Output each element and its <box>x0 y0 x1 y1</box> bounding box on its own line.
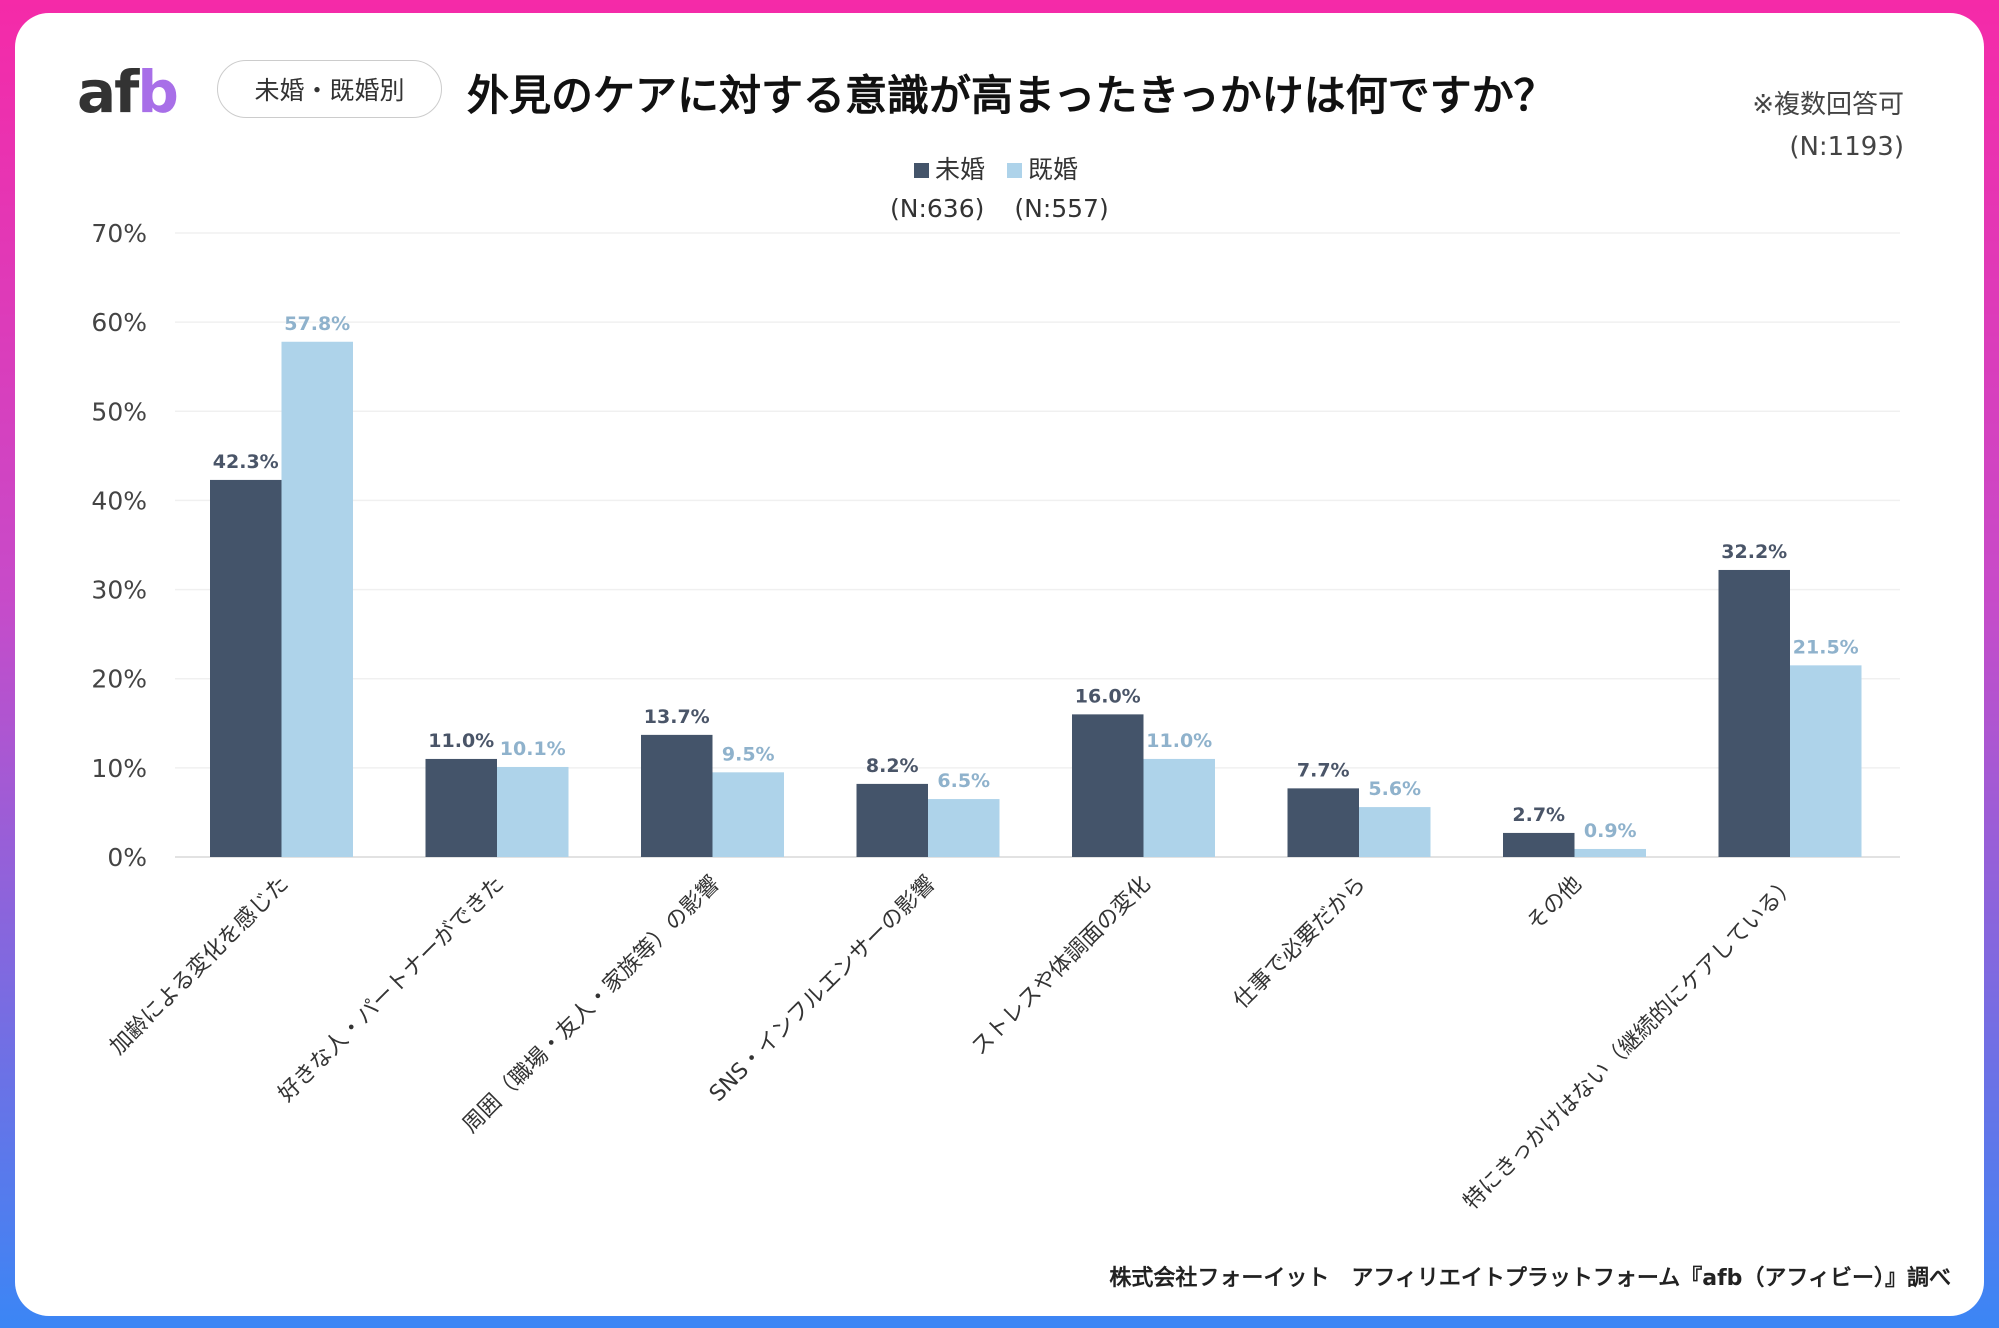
bar <box>1718 569 1790 857</box>
source-credit: 株式会社フォーイット アフィリエイトプラットフォーム『afb（アフィビー）』調べ <box>1109 1266 1951 1291</box>
x-category-label: 加齢による変化を感じた <box>105 872 293 1060</box>
x-category-label: 特にきっかけはない（継続的にケアしている） <box>1459 872 1802 1215</box>
data-label: 13.7% <box>644 706 710 728</box>
y-tick-label: 10% <box>91 754 147 783</box>
bar <box>1143 758 1215 857</box>
y-tick-label: 30% <box>91 576 147 605</box>
data-label: 0.9% <box>1584 820 1637 842</box>
multi-answer-note: ※複数回答可 <box>1752 90 1904 120</box>
x-category-label: 仕事で必要だから <box>1229 872 1371 1014</box>
data-label: 11.0% <box>428 730 494 752</box>
y-tick-label: 70% <box>91 219 147 248</box>
bar <box>1072 714 1144 857</box>
x-category-label: ストレスや体調面の変化 <box>967 872 1156 1061</box>
chart-title: 外見のケアに対する意識が高まったきっかけは何ですか？ <box>467 71 1556 120</box>
bar <box>210 479 282 857</box>
legend-swatch <box>914 163 929 178</box>
x-category-label: その他 <box>1522 872 1586 936</box>
x-category-label: SNS・インフルエンサーの影響 <box>705 872 940 1107</box>
bar <box>497 766 569 857</box>
data-label: 9.5% <box>722 743 775 765</box>
bar <box>1574 848 1646 857</box>
data-label: 32.2% <box>1721 541 1787 563</box>
note: ※複数回答可 (N:1193) <box>1752 84 1904 168</box>
data-label: 10.1% <box>500 738 566 760</box>
data-label: 11.0% <box>1146 730 1212 752</box>
data-label: 7.7% <box>1297 759 1350 781</box>
y-tick-label: 40% <box>91 486 147 515</box>
legend-label: 既婚 <box>1028 155 1079 184</box>
y-tick-label: 60% <box>91 308 147 337</box>
data-label: 8.2% <box>866 755 919 777</box>
legend-n-married: (N:557) <box>1014 194 1109 223</box>
total-n: (N:1193) <box>1789 132 1904 162</box>
segment-badge: 未婚・既婚別 <box>217 60 442 118</box>
y-tick-label: 50% <box>91 397 147 426</box>
data-label: 5.6% <box>1368 778 1421 800</box>
bar <box>281 341 353 857</box>
data-label: 16.0% <box>1075 685 1141 707</box>
bar <box>1359 807 1431 857</box>
data-label: 57.8% <box>284 313 350 335</box>
legend-n-unmarried: (N:636) <box>890 194 985 223</box>
bar <box>856 783 928 857</box>
afb-logo: afb <box>77 58 179 126</box>
bar <box>712 772 784 857</box>
y-tick-label: 20% <box>91 665 147 694</box>
bar <box>928 799 1000 857</box>
bar <box>1503 832 1575 857</box>
bar <box>1790 665 1862 857</box>
x-category-label: 好きな人・パートナーができた <box>274 872 509 1107</box>
bar <box>641 734 713 857</box>
x-category-label: 周囲（職場・友人・家族等）の影響 <box>458 872 725 1139</box>
data-label: 21.5% <box>1793 636 1859 658</box>
y-tick-label: 0% <box>107 843 147 872</box>
bar <box>425 758 497 857</box>
data-label: 2.7% <box>1512 804 1565 826</box>
legend: 未婚 既婚 (N:636) (N:557) <box>890 150 1109 223</box>
legend-married: 既婚 <box>1007 150 1078 186</box>
legend-unmarried: 未婚 <box>914 150 985 186</box>
bar <box>1287 788 1359 857</box>
legend-label: 未婚 <box>935 155 986 184</box>
data-label: 6.5% <box>937 770 990 792</box>
data-label: 42.3% <box>213 451 279 473</box>
legend-swatch <box>1007 163 1023 178</box>
